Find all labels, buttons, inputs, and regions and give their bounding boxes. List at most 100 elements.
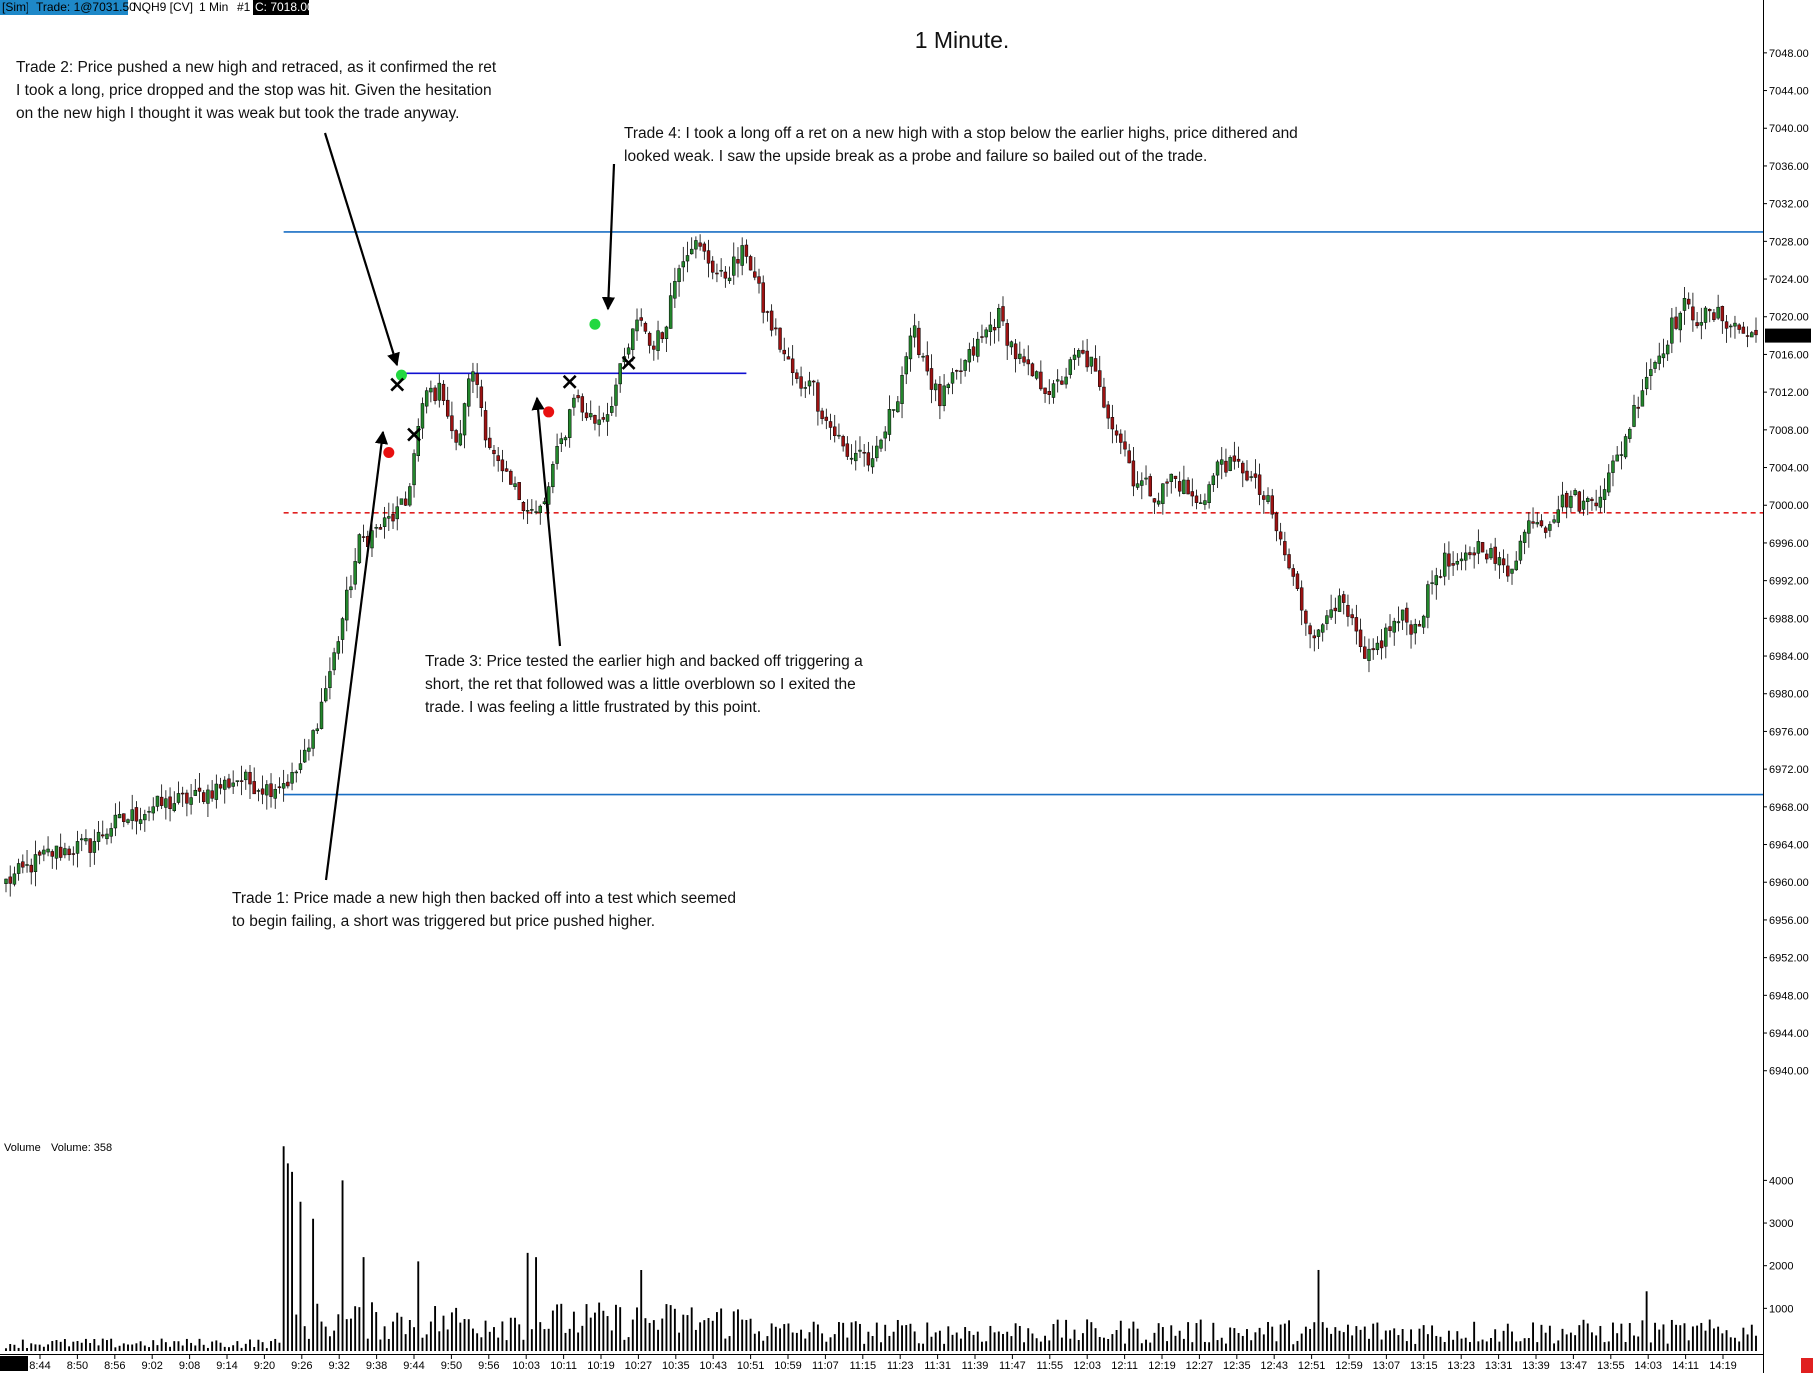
candle (1636, 396, 1640, 419)
candle (593, 414, 597, 431)
candle (185, 789, 189, 817)
time-tick-label: 9:14 (216, 1360, 237, 1372)
time-tick-label: 9:38 (366, 1360, 387, 1372)
price-tick-label: 6960.00 (1769, 877, 1809, 889)
candle (328, 657, 332, 700)
candle-body (370, 530, 374, 549)
time-tick-label: 12:51 (1298, 1360, 1326, 1372)
arrow-trade3 (531, 396, 562, 647)
candle-body (500, 459, 505, 472)
candle-body (210, 790, 214, 799)
candle (1556, 495, 1561, 528)
candle (1009, 340, 1014, 355)
candle-body (391, 514, 395, 522)
candle (904, 352, 908, 385)
candle (269, 773, 273, 808)
candle (58, 833, 63, 861)
trade4-entry-dot[interactable] (589, 318, 601, 330)
candle-body (917, 327, 921, 355)
trade1-entry-dot[interactable] (383, 446, 395, 458)
candle-body (353, 561, 357, 585)
candle (1034, 370, 1039, 381)
candle (1320, 623, 1325, 642)
candle-body (1438, 576, 1443, 578)
candle-body (1375, 642, 1380, 651)
candle (1644, 362, 1649, 396)
time-axis: 9-2-5 8:44 8:50 8:56 9:02 9:08 9:14 9:20 9:26 9:3… (0, 1355, 1737, 1372)
candle (597, 405, 601, 437)
candle-body (21, 861, 25, 868)
time-tick-label: 11:23 (887, 1360, 914, 1372)
volume-tick-label: 2000 (1769, 1261, 1793, 1273)
candle (605, 402, 610, 436)
candle-body (715, 272, 719, 275)
candle-body (1350, 614, 1354, 619)
candle-body (445, 399, 450, 417)
candle (382, 506, 387, 539)
candle (138, 807, 143, 831)
candle (361, 524, 366, 542)
candle-body (378, 527, 383, 530)
candle-body (753, 271, 757, 278)
candle-body (1177, 481, 1182, 492)
candle-body (1451, 563, 1455, 566)
candle-body (820, 410, 824, 419)
trade2-exit-x[interactable] (407, 427, 421, 442)
price-tick-label: 7024.00 (1769, 274, 1809, 286)
price-tick-label: 7004.00 (1769, 463, 1809, 475)
candle-body (1241, 462, 1245, 474)
candle (589, 400, 593, 420)
time-tick-label: 12:43 (1260, 1360, 1288, 1372)
candle-body (1320, 624, 1325, 633)
candle-body (1535, 522, 1539, 525)
candle-body (1527, 520, 1531, 534)
candle-body (429, 387, 433, 393)
trade4-exit-x[interactable] (621, 356, 636, 370)
candle (1156, 492, 1161, 507)
candle-body (1148, 476, 1152, 497)
candle (1127, 443, 1131, 464)
candle (231, 770, 235, 794)
candle (1060, 375, 1064, 386)
trade3-exit-x[interactable] (562, 374, 577, 389)
candle-body (1169, 473, 1173, 482)
candle-body (858, 449, 862, 452)
time-tick-label: 12:03 (1073, 1360, 1101, 1372)
candle-body (71, 853, 76, 855)
corner-alert-badge[interactable] (1801, 1358, 1813, 1373)
candle-body (168, 796, 172, 810)
volume-tick-label: 4000 (1769, 1175, 1793, 1187)
candle-body (235, 780, 240, 782)
candle-body (723, 271, 728, 279)
candle-body (395, 506, 399, 520)
price-tick-label: 7036.00 (1769, 161, 1809, 173)
candle-body (614, 384, 618, 406)
price-tick-label: 6968.00 (1769, 802, 1809, 814)
trade3-entry-dot[interactable] (543, 406, 555, 418)
candle (1501, 549, 1506, 573)
annotation-arrows (323, 132, 616, 881)
trade2-entry-dot[interactable] (395, 369, 407, 381)
candle-body (854, 452, 858, 462)
candle-body (563, 437, 568, 441)
candle-body (1657, 355, 1661, 364)
candle-body (1745, 335, 1750, 337)
candle (681, 246, 686, 282)
time-tick-label: 9:32 (328, 1360, 349, 1372)
time-tick-label: 12:59 (1335, 1360, 1363, 1372)
candle-body (113, 814, 118, 829)
time-tick-label: 13:15 (1410, 1360, 1438, 1372)
candle (1421, 614, 1426, 634)
candle (1287, 548, 1291, 570)
candle (281, 769, 286, 802)
candle-body (656, 330, 660, 351)
candle (963, 359, 967, 377)
candle-body (1220, 459, 1224, 465)
candle (1438, 569, 1443, 579)
candle (479, 379, 484, 417)
candle (1236, 446, 1241, 468)
trade1-exit-x[interactable] (390, 377, 405, 392)
candle-body (1644, 376, 1649, 390)
candle (37, 850, 42, 865)
